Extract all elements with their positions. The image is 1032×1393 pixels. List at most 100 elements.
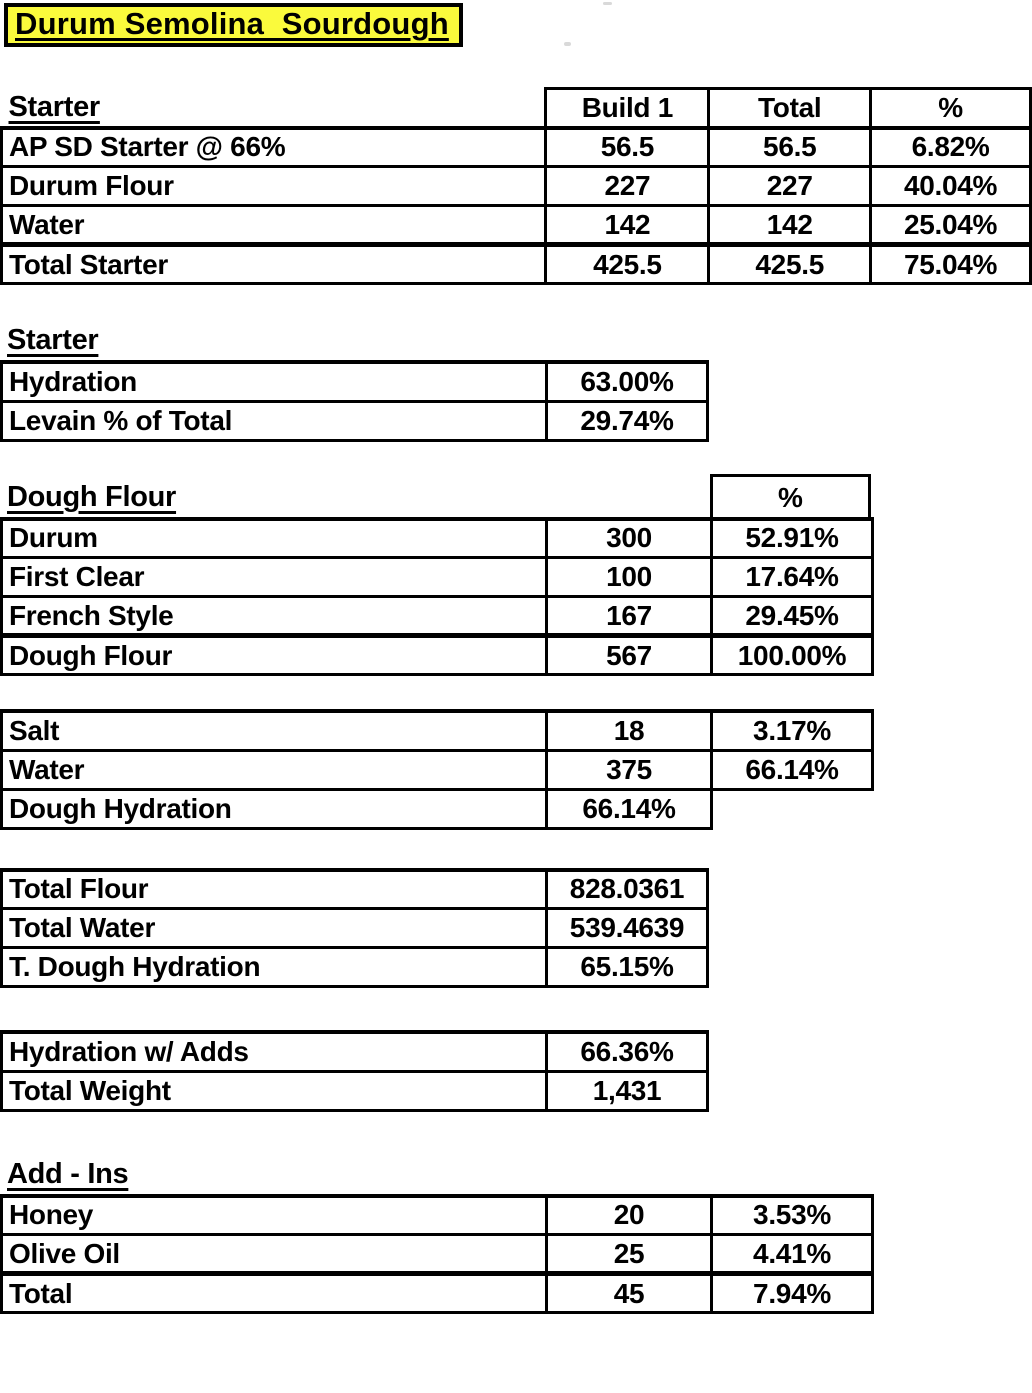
add-ins-heading: Add - Ins xyxy=(0,1158,1032,1191)
row-label: Dough Hydration xyxy=(0,787,548,830)
row-label: Salt xyxy=(0,709,548,752)
table-row: Salt 18 3.17% xyxy=(0,709,874,752)
cell-value: 375 xyxy=(545,748,713,791)
cell-value: 65.15% xyxy=(545,946,709,988)
cell-pct: 3.53% xyxy=(710,1193,874,1236)
cell-pct: 100.00% xyxy=(710,633,874,676)
cell-value: 300 xyxy=(545,516,713,559)
dough-flour-table: Durum 300 52.91% First Clear 100 17.64% … xyxy=(0,516,874,676)
recipe-title-text: Durum Semolina Sourdough xyxy=(15,6,449,41)
cell-value: 18 xyxy=(545,709,713,752)
column-header-pct: % xyxy=(710,473,871,517)
with-adds-table: Hydration w/ Adds 66.36% Total Weight 1,… xyxy=(0,1030,709,1112)
table-row: Water 142 142 25.04% xyxy=(0,204,1032,246)
row-label: Total xyxy=(0,1271,548,1314)
cell-pct: 17.64% xyxy=(710,556,874,598)
scan-artifact xyxy=(564,42,571,46)
dough-totals-table: Total Flour 828.0361 Total Water 539.463… xyxy=(0,867,709,988)
cell-pct: 4.41% xyxy=(710,1233,874,1275)
starter-build-table: Starter Build 1 Total % AP SD Starter @ … xyxy=(0,87,1032,285)
cell-build1: 425.5 xyxy=(544,242,711,285)
empty-cell xyxy=(712,789,873,828)
table-row: Total Weight 1,431 xyxy=(0,1069,709,1112)
starter-build-header-row: Starter Build 1 Total % xyxy=(2,87,1032,129)
row-label: Total Starter xyxy=(0,242,548,285)
scanned-recipe-sheet: Durum Semolina Sourdough Starter Build 1… xyxy=(0,2,1032,1314)
row-label: AP SD Starter @ 66% xyxy=(0,125,548,168)
cell-pct: 29.45% xyxy=(710,595,874,637)
cell-value: 66.14% xyxy=(545,787,713,830)
row-label: Honey xyxy=(0,1193,548,1236)
row-label: Durum xyxy=(0,516,548,559)
table-row: T. Dough Hydration 65.15% xyxy=(0,946,709,988)
table-row: French Style 167 29.45% xyxy=(0,595,874,637)
cell-value: 100 xyxy=(545,556,713,598)
column-header-total: Total xyxy=(707,87,873,129)
table-row: Durum Flour 227 227 40.04% xyxy=(0,165,1032,207)
section-label-starter-stats: Starter xyxy=(7,324,99,356)
row-label: Water xyxy=(0,748,548,791)
recipe-title: Durum Semolina Sourdough xyxy=(4,3,463,47)
starter-stats-heading: Starter xyxy=(0,324,1032,357)
total-row: Total Starter 425.5 425.5 75.04% xyxy=(0,242,1032,285)
total-row: Total 45 7.94% xyxy=(0,1271,874,1314)
row-label: Levain % of Total xyxy=(0,399,548,442)
cell-value: 63.00% xyxy=(545,360,709,403)
section-label-add-ins: Add - Ins xyxy=(7,1157,129,1190)
column-header-pct: % xyxy=(869,87,1032,129)
row-label: Olive Oil xyxy=(0,1233,548,1275)
cell-build1: 227 xyxy=(544,165,711,207)
table-row: AP SD Starter @ 66% 56.5 56.5 6.82% xyxy=(0,125,1032,168)
row-label: Total Water xyxy=(0,907,548,949)
cell-value: 45 xyxy=(545,1271,713,1314)
section-label-dough-flour: Dough Flour xyxy=(7,480,177,513)
cell-value: 167 xyxy=(545,595,713,637)
cell-value: 567 xyxy=(545,633,713,676)
row-label: Durum Flour xyxy=(0,165,548,207)
cell-pct: 75.04% xyxy=(869,242,1032,285)
total-row: Dough Flour 567 100.00% xyxy=(0,633,874,676)
cell-pct: 25.04% xyxy=(869,204,1032,246)
add-ins-table: Honey 20 3.53% Olive Oil 25 4.41% Total … xyxy=(0,1193,874,1314)
table-row: Dough Hydration 66.14% xyxy=(0,787,873,830)
column-header-build1: Build 1 xyxy=(544,87,711,129)
table-row: Durum 300 52.91% xyxy=(0,516,874,559)
row-label: T. Dough Hydration xyxy=(0,946,548,988)
row-label: Water xyxy=(0,204,548,246)
table-row: Total Flour 828.0361 xyxy=(0,867,709,910)
row-label: First Clear xyxy=(0,556,548,598)
table-row: Hydration w/ Adds 66.36% xyxy=(0,1030,709,1073)
cell-value: 20 xyxy=(545,1193,713,1236)
table-row: Honey 20 3.53% xyxy=(0,1193,874,1236)
salt-water-table: Salt 18 3.17% Water 375 66.14% Dough Hyd… xyxy=(0,709,874,830)
cell-build1: 56.5 xyxy=(544,125,711,168)
cell-value: 1,431 xyxy=(545,1069,709,1112)
cell-value: 29.74% xyxy=(545,399,709,442)
table-row: Levain % of Total 29.74% xyxy=(0,399,709,442)
starter-stats-table: Hydration 63.00% Levain % of Total 29.74… xyxy=(0,360,709,442)
row-label: Dough Flour xyxy=(0,633,548,676)
row-label: Hydration xyxy=(0,360,548,403)
dough-flour-heading: Dough Flour % xyxy=(0,473,1032,517)
cell-pct: 3.17% xyxy=(710,709,874,752)
row-label: French Style xyxy=(0,595,548,637)
table-row: Total Water 539.4639 xyxy=(0,907,709,949)
section-label-starter: Starter xyxy=(8,90,101,123)
row-label: Hydration w/ Adds xyxy=(0,1030,548,1073)
table-row: Water 375 66.14% xyxy=(0,748,874,791)
cell-pct: 7.94% xyxy=(710,1271,874,1314)
section-label-cell: Starter xyxy=(2,89,546,128)
cell-total: 56.5 xyxy=(707,125,873,168)
cell-total: 142 xyxy=(707,204,873,246)
cell-pct: 40.04% xyxy=(869,165,1032,207)
cell-total: 227 xyxy=(707,165,873,207)
cell-value: 828.0361 xyxy=(545,867,709,910)
scan-artifact xyxy=(603,2,612,5)
cell-build1: 142 xyxy=(544,204,711,246)
cell-value: 539.4639 xyxy=(545,907,709,949)
cell-total: 425.5 xyxy=(707,242,873,285)
row-label: Total Flour xyxy=(0,867,548,910)
cell-pct: 6.82% xyxy=(869,125,1032,168)
cell-value: 25 xyxy=(545,1233,713,1275)
cell-pct: 66.14% xyxy=(710,748,874,791)
